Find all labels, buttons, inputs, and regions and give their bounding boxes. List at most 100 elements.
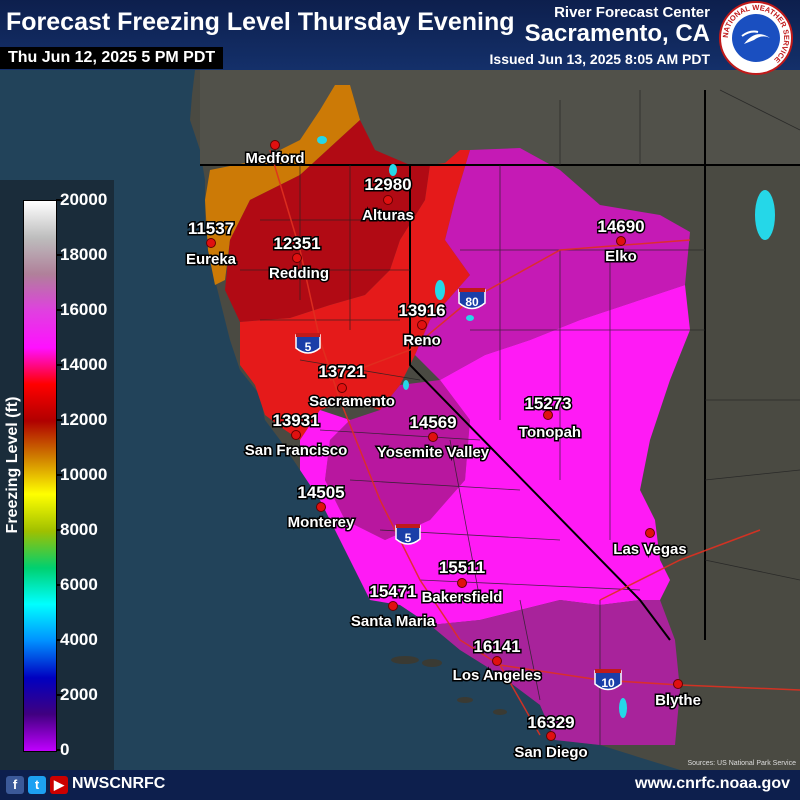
- city-dot-los-angeles: [492, 656, 502, 666]
- legend-tick-mark: [56, 419, 62, 421]
- city-name-san-francisco: San Francisco: [245, 442, 348, 459]
- legend-tick-label: 8000: [60, 520, 98, 539]
- city-dot-bakersfield: [457, 578, 467, 588]
- city-dot-reno: [417, 320, 427, 330]
- city-value-bakersfield: 15511: [439, 558, 485, 577]
- city-dot-redding: [292, 253, 302, 263]
- legend-tick-label: 10000: [60, 465, 108, 484]
- legend-tick-mark: [56, 749, 62, 751]
- interstate-shield-i5-north: 5: [295, 333, 321, 354]
- office-line2: Sacramento, CA: [524, 20, 710, 47]
- legend-tick-mark: [56, 584, 62, 586]
- legend-tick-label: 20000: [60, 190, 108, 209]
- svg-text:5: 5: [305, 340, 312, 354]
- office-line1: River Forecast Center: [554, 4, 710, 21]
- city-tonopah: 15273 Tonopah: [517, 393, 582, 443]
- fl-purple-pocket: [325, 380, 470, 540]
- city-markers: Medford 12980 Alturas 11537 Eureka 12351 Reddi…: [184, 140, 702, 763]
- city-redding: 12351 Redding: [268, 233, 331, 284]
- islands: [391, 656, 507, 715]
- city-value-monterey: 14505: [297, 483, 344, 502]
- legend-tick-mark: [56, 639, 62, 641]
- city-blythe: Blythe: [654, 679, 702, 711]
- city-value-san-francisco: 13931: [272, 411, 319, 430]
- fl-red-region: [240, 150, 470, 440]
- twitter-icon[interactable]: t: [28, 776, 46, 794]
- youtube-icon[interactable]: ▶: [50, 776, 68, 794]
- city-value-alturas: 12980: [364, 175, 411, 194]
- interstate-shield-i10: 10: [594, 669, 622, 691]
- legend-tick-mark: [56, 474, 62, 476]
- city-santa-maria: 15471 Santa Maria: [349, 581, 437, 632]
- city-dot-medford: [270, 140, 280, 150]
- city-name-santa-maria: Santa Maria: [351, 613, 436, 630]
- legend-tick-label: 6000: [60, 575, 98, 594]
- legend-tick-label: 2000: [60, 685, 98, 704]
- city-name-los-angeles: Los Angeles: [453, 667, 542, 684]
- nws-logo[interactable]: NATIONAL WEATHER SERVICE: [718, 0, 794, 76]
- city-sacramento: 13721 Sacramento: [308, 361, 397, 412]
- city-las-vegas: Las Vegas: [612, 528, 688, 560]
- city-bakersfield: 15511 Bakersfield: [420, 557, 504, 608]
- facebook-icon[interactable]: f: [6, 776, 24, 794]
- valid-time: Thu Jun 12, 2025 5 PM PDT: [0, 47, 224, 69]
- city-dot-sacramento: [337, 383, 347, 393]
- legend-tick-mark: [56, 309, 62, 311]
- city-eureka: 11537 Eureka: [184, 218, 238, 270]
- city-value-los-angeles: 16141: [473, 637, 520, 656]
- legend-tick-label: 18000: [60, 245, 108, 264]
- interstate-shield-i5-south: 5: [395, 524, 421, 545]
- city-dot-yosemite-valley: [428, 432, 438, 442]
- highway-lines: [269, 149, 800, 736]
- city-dot-alturas: [383, 195, 393, 205]
- city-name-bakersfield: Bakersfield: [422, 589, 503, 606]
- city-elko: 14690 Elko: [596, 216, 646, 267]
- legend-tick-label: 12000: [60, 410, 108, 429]
- map-title: Forecast Freezing Level Thursday Evening: [6, 8, 515, 36]
- city-yosemite-valley: 14569 Yosemite Valley: [375, 412, 491, 463]
- svg-text:5: 5: [405, 531, 412, 545]
- legend-tick-label: 0: [60, 740, 70, 759]
- city-name-tonopah: Tonopah: [519, 424, 581, 441]
- city-value-reno: 13916: [398, 301, 445, 320]
- city-value-elko: 14690: [597, 217, 644, 236]
- city-name-elko: Elko: [605, 248, 637, 265]
- legend-tick-label: 16000: [60, 300, 108, 319]
- city-dot-monterey: [316, 502, 326, 512]
- fl-orange-region: [205, 85, 360, 285]
- social-handle[interactable]: NWSCNRFC: [72, 775, 166, 792]
- city-los-angeles: 16141 Los Angeles: [451, 636, 543, 686]
- legend-tick-mark: [56, 254, 62, 256]
- legend-tick-label: 14000: [60, 355, 108, 374]
- svg-text:80: 80: [465, 295, 479, 309]
- svg-text:10: 10: [601, 676, 615, 690]
- city-name-san-diego: San Diego: [514, 744, 587, 761]
- city-value-tonopah: 15273: [524, 394, 571, 413]
- legend-tick-mark: [56, 364, 62, 366]
- city-dot-san-francisco: [291, 430, 301, 440]
- city-name-medford: Medford: [245, 150, 304, 167]
- city-dot-san-diego: [546, 731, 556, 741]
- city-name-redding: Redding: [269, 265, 329, 282]
- city-dot-eureka: [206, 238, 216, 248]
- city-name-las-vegas: Las Vegas: [613, 541, 686, 558]
- city-alturas: 12980 Alturas: [361, 174, 416, 226]
- city-medford: Medford: [244, 140, 306, 169]
- fl-purple-region: [415, 148, 690, 380]
- city-name-blythe: Blythe: [655, 692, 701, 709]
- website-link[interactable]: www.cnrfc.noaa.gov: [635, 775, 790, 792]
- county-lines: [240, 89, 800, 745]
- legend-color-bar: [23, 200, 57, 752]
- lakes: [317, 136, 775, 718]
- source-credit: Sources: US National Park Service: [687, 760, 796, 767]
- city-reno: 13916 Reno: [397, 300, 447, 351]
- city-value-sacramento: 13721: [318, 362, 365, 381]
- city-name-eureka: Eureka: [186, 251, 237, 268]
- city-name-alturas: Alturas: [362, 207, 414, 224]
- city-dot-tonopah: [543, 410, 553, 420]
- city-name-reno: Reno: [403, 332, 441, 349]
- city-value-yosemite-valley: 14569: [409, 413, 456, 432]
- legend-tick-label: 4000: [60, 630, 98, 649]
